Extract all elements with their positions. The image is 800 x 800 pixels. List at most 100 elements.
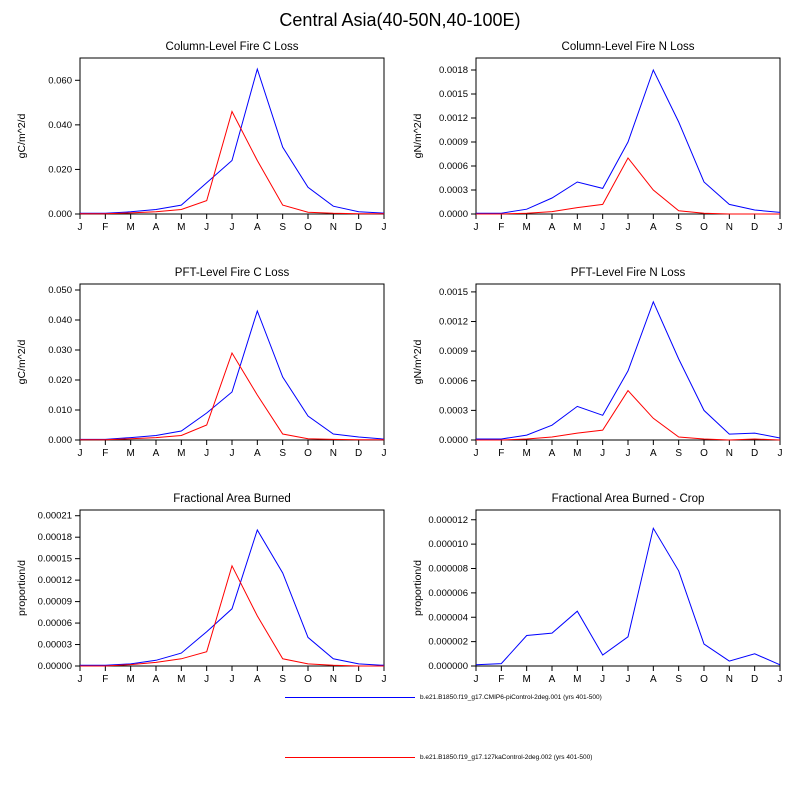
y-tick-label: 0.00009: [38, 597, 72, 608]
x-tick-label: D: [355, 674, 362, 685]
x-tick-label: F: [498, 674, 504, 685]
y-axis-title: gC/m^2/d: [16, 340, 28, 385]
x-tick-label: A: [650, 448, 657, 459]
x-tick-label: S: [279, 448, 286, 459]
y-tick-label: 0.0003: [439, 185, 468, 196]
x-tick-label: J: [474, 222, 479, 233]
y-tick-label: 0.000004: [428, 612, 468, 623]
x-tick-label: A: [650, 222, 657, 233]
x-tick-label: J: [382, 222, 387, 233]
x-tick-label: J: [600, 448, 605, 459]
y-axis-title: gN/m^2/d: [412, 114, 424, 159]
x-tick-label: S: [675, 222, 682, 233]
x-tick-label: D: [751, 674, 758, 685]
x-tick-label: J: [474, 448, 479, 459]
series-line-piControl: [476, 300, 781, 440]
x-tick-label: A: [549, 222, 556, 233]
y-tick-label: 0.020: [48, 164, 72, 175]
y-tick-label: 0.0009: [439, 137, 468, 148]
chart-panel-column-fire-n-loss: Column-Level Fire N Loss gN/m^2/d 0.0000…: [408, 36, 788, 256]
series-line-piControl: [80, 67, 385, 214]
x-tick-label: J: [78, 448, 83, 459]
x-tick-label: O: [304, 222, 312, 233]
x-tick-label: J: [778, 674, 783, 685]
plot-frame: [475, 509, 781, 667]
x-tick-label: A: [549, 674, 556, 685]
chart-title: Column-Level Fire N Loss: [562, 41, 695, 53]
x-tick-label: J: [778, 222, 783, 233]
legend-line-blue: [285, 697, 415, 698]
x-tick-label: J: [626, 448, 631, 459]
x-tick-label: F: [102, 222, 108, 233]
plot-frame: [79, 509, 385, 667]
series-line-piControl: [475, 526, 781, 666]
y-tick-label: 0.00018: [38, 532, 72, 543]
x-tick-label: F: [498, 222, 504, 233]
x-tick-label: D: [355, 448, 362, 459]
x-tick-label: J: [204, 222, 209, 233]
x-tick-label: J: [626, 674, 631, 685]
y-tick-label: 0.0009: [439, 346, 468, 357]
x-tick-label: O: [700, 674, 708, 685]
y-tick-label: 0.0000: [439, 435, 468, 446]
x-tick-label: S: [675, 448, 682, 459]
y-tick-label: 0.010: [48, 405, 72, 416]
x-tick-label: A: [254, 222, 261, 233]
y-tick-label: 0.00003: [38, 640, 72, 651]
x-tick-label: J: [230, 448, 235, 459]
x-tick-label: N: [726, 674, 733, 685]
y-tick-label: 0.060: [48, 75, 72, 86]
x-tick-label: N: [330, 674, 337, 685]
x-tick-label: O: [304, 674, 312, 685]
x-tick-label: J: [778, 448, 783, 459]
y-tick-label: 0.030: [48, 345, 72, 356]
x-tick-label: F: [498, 448, 504, 459]
y-tick-label: 0.0015: [439, 89, 468, 100]
x-tick-label: M: [573, 222, 581, 233]
series-line-127kaControl: [476, 389, 781, 441]
x-tick-label: A: [153, 448, 160, 459]
y-tick-label: 0.000008: [428, 564, 468, 575]
y-tick-label: 0.050: [48, 285, 72, 296]
chart-canvas-fractional-area-burned-crop: Fractional Area Burned - Crop proportion…: [412, 493, 783, 685]
chart-panel-pft-fire-n-loss: PFT-Level Fire N Loss gN/m^2/d 0.0000 0.0…: [408, 262, 788, 482]
x-tick-label: M: [177, 222, 185, 233]
y-tick-label: 0.0000: [439, 209, 468, 220]
chart-canvas-column-fire-n-loss: Column-Level Fire N Loss gN/m^2/d 0.0000…: [412, 41, 783, 233]
y-tick-label: 0.0006: [439, 161, 468, 172]
legend-label: b.e21.B1850.f19_g17.127kaControl-2deg.00…: [420, 754, 593, 761]
y-tick-label: 0.0012: [439, 317, 468, 328]
y-tick-label: 0.00015: [38, 554, 72, 565]
x-tick-label: J: [382, 674, 387, 685]
chart-canvas-pft-fire-n-loss: PFT-Level Fire N Loss gN/m^2/d 0.0000 0.0…: [412, 267, 783, 459]
y-axis-title: gN/m^2/d: [412, 340, 424, 385]
y-tick-label: 0.0003: [439, 405, 468, 416]
x-tick-label: J: [204, 448, 209, 459]
series-line-127kaControl: [80, 351, 384, 441]
x-tick-label: A: [650, 674, 657, 685]
y-tick-label: 0.00021: [38, 511, 72, 522]
x-tick-label: N: [330, 222, 337, 233]
x-tick-label: S: [279, 222, 286, 233]
y-tick-label: 0.0018: [439, 65, 468, 76]
x-tick-label: M: [522, 674, 530, 685]
x-tick-label: J: [600, 222, 605, 233]
y-tick-label: 0.00006: [38, 618, 72, 629]
chart-canvas-pft-fire-c-loss: PFT-Level Fire C Loss gC/m^2/d 0.000 0.01…: [16, 267, 387, 459]
series-line-piControl: [80, 309, 385, 440]
x-tick-label: A: [254, 674, 261, 685]
series-line-piControl: [80, 528, 385, 666]
y-tick-label: 0.0015: [439, 287, 468, 298]
legend-row-127kacontrol: b.e21.B1850.f19_g17.127kaControl-2deg.00…: [285, 754, 592, 761]
x-tick-label: M: [126, 448, 134, 459]
x-tick-label: J: [78, 674, 83, 685]
legend-row-picontrol: b.e21.B1850.f19_g17.CMIP6-piControl-2deg…: [285, 694, 602, 701]
y-tick-label: 0.00000: [38, 661, 72, 672]
chart-canvas-fractional-area-burned: Fractional Area Burned proportion/d 0.00…: [16, 493, 387, 685]
chart-title: Column-Level Fire C Loss: [166, 41, 299, 53]
plot-frame: [79, 283, 385, 441]
chart-canvas-column-fire-c-loss: Column-Level Fire C Loss gC/m^2/d 0.000 0…: [16, 41, 387, 233]
y-tick-label: 0.000000: [428, 661, 468, 672]
x-tick-label: M: [126, 222, 134, 233]
x-tick-label: A: [549, 448, 556, 459]
